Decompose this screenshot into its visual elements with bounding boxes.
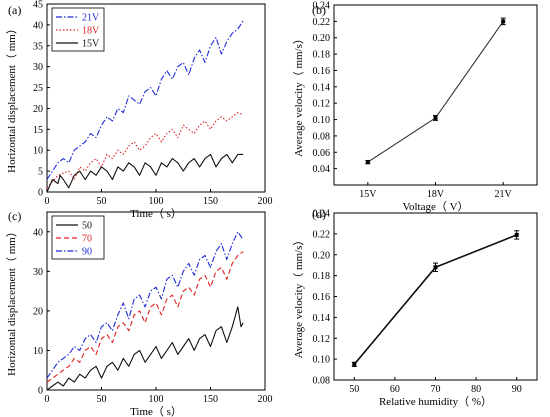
y-tick-label: 0.10: [313, 115, 331, 126]
y-tick-label: 30: [33, 62, 43, 73]
series-line-18v: [46, 112, 244, 189]
series-line-21v: [46, 20, 244, 180]
y-tick-label: 25: [33, 83, 43, 94]
data-point: [365, 160, 370, 165]
y-tick-label: 40: [33, 227, 43, 238]
y-tick-label: 0.04: [313, 164, 331, 175]
x-axis-label: Relative humidity（ %）: [379, 395, 492, 408]
legend-label: 50: [82, 221, 92, 232]
y-tick-label: 40: [33, 20, 43, 31]
legend-label: 90: [82, 247, 92, 258]
y-axis-label: Average velocity（ mm/s）: [292, 235, 305, 359]
y-tick-label: 0.10: [313, 355, 331, 366]
y-tick-label: 0.22: [313, 17, 331, 28]
x-tick-label: 80: [471, 384, 481, 395]
x-tick-label: 15V: [359, 189, 377, 200]
x-tick-label: 0: [45, 394, 50, 405]
x-axis-label: Voltage（ V）: [402, 200, 468, 213]
y-tick-label: 0.24: [313, 1, 331, 12]
plot-frame: [333, 212, 538, 381]
panel-label: (d): [312, 207, 326, 221]
x-tick-label: 70: [431, 384, 441, 395]
x-tick-label: 18V: [427, 189, 445, 200]
series-line-50: [46, 306, 244, 391]
y-tick-label: 0.16: [313, 292, 331, 303]
data-point: [433, 115, 438, 120]
y-tick-label: 45: [33, 0, 43, 11]
x-tick-label: 60: [390, 384, 400, 395]
y-tick-label: 0.20: [313, 33, 331, 44]
y-tick-label: 30: [33, 267, 43, 278]
x-tick-label: 150: [203, 196, 218, 207]
y-axis-label: Average velocity（ mm/s）: [292, 33, 305, 157]
legend-label: 18V: [82, 26, 100, 37]
plot-frame: [333, 4, 538, 186]
x-tick-label: 90: [512, 384, 522, 395]
legend-label: 15V: [82, 39, 100, 50]
series-line-90: [46, 231, 244, 379]
y-tick-label: 10: [33, 346, 43, 357]
panel-label: (b): [312, 3, 326, 17]
series-line-70: [46, 251, 244, 383]
series-line-15v: [46, 153, 244, 193]
y-tick-label: 0.14: [313, 82, 331, 93]
x-tick-label: 100: [149, 394, 164, 405]
x-axis-label: Time（ s）: [130, 405, 182, 417]
x-tick-label: 200: [258, 394, 273, 405]
panel-label: (c): [8, 209, 21, 223]
y-axis-label: Horizontal displacement（ mm）: [5, 23, 18, 173]
legend-label: 70: [82, 234, 92, 245]
x-tick-label: 50: [97, 394, 107, 405]
legend-label: 21V: [82, 13, 100, 24]
y-tick-label: 10: [33, 146, 43, 157]
y-tick-label: 20: [33, 306, 43, 317]
y-tick-label: 0: [38, 386, 43, 397]
y-tick-label: 20: [33, 104, 43, 115]
x-axis-label: Time（ s）: [130, 207, 182, 220]
y-tick-label: 0: [38, 188, 43, 199]
data-point: [352, 362, 357, 367]
y-tick-label: 35: [33, 41, 43, 52]
y-tick-label: 0.22: [313, 229, 331, 240]
x-tick-label: 50: [97, 196, 107, 207]
y-tick-label: 0.18: [313, 50, 331, 61]
x-tick-label: 0: [45, 196, 50, 207]
y-tick-label: 0.12: [313, 99, 331, 110]
data-point: [501, 19, 506, 24]
data-point: [433, 265, 438, 270]
y-tick-label: 15: [33, 125, 43, 136]
data-point: [514, 232, 519, 237]
y-tick-label: 5: [38, 167, 43, 178]
y-tick-label: 0.12: [313, 334, 331, 345]
y-tick-label: 0.08: [313, 376, 331, 387]
y-tick-label: 0.06: [313, 148, 331, 159]
x-tick-label: 50: [349, 384, 359, 395]
panel-label: (a): [8, 3, 21, 17]
y-axis-label: Horizontal displacement（ mm）: [5, 226, 18, 376]
y-tick-label: 0.14: [313, 313, 331, 324]
series-line-series-0: [367, 21, 504, 163]
x-tick-label: 150: [203, 394, 218, 405]
y-tick-label: 0.20: [313, 250, 331, 261]
x-tick-label: 200: [258, 196, 273, 207]
x-tick-label: 21V: [495, 189, 513, 200]
series-line-series-0: [353, 234, 517, 365]
y-tick-label: 0.18: [313, 271, 331, 282]
y-tick-label: 0.08: [313, 131, 331, 142]
y-tick-label: 0.16: [313, 66, 331, 77]
x-tick-label: 100: [149, 196, 164, 207]
y-tick-label: 0.24: [313, 209, 331, 220]
